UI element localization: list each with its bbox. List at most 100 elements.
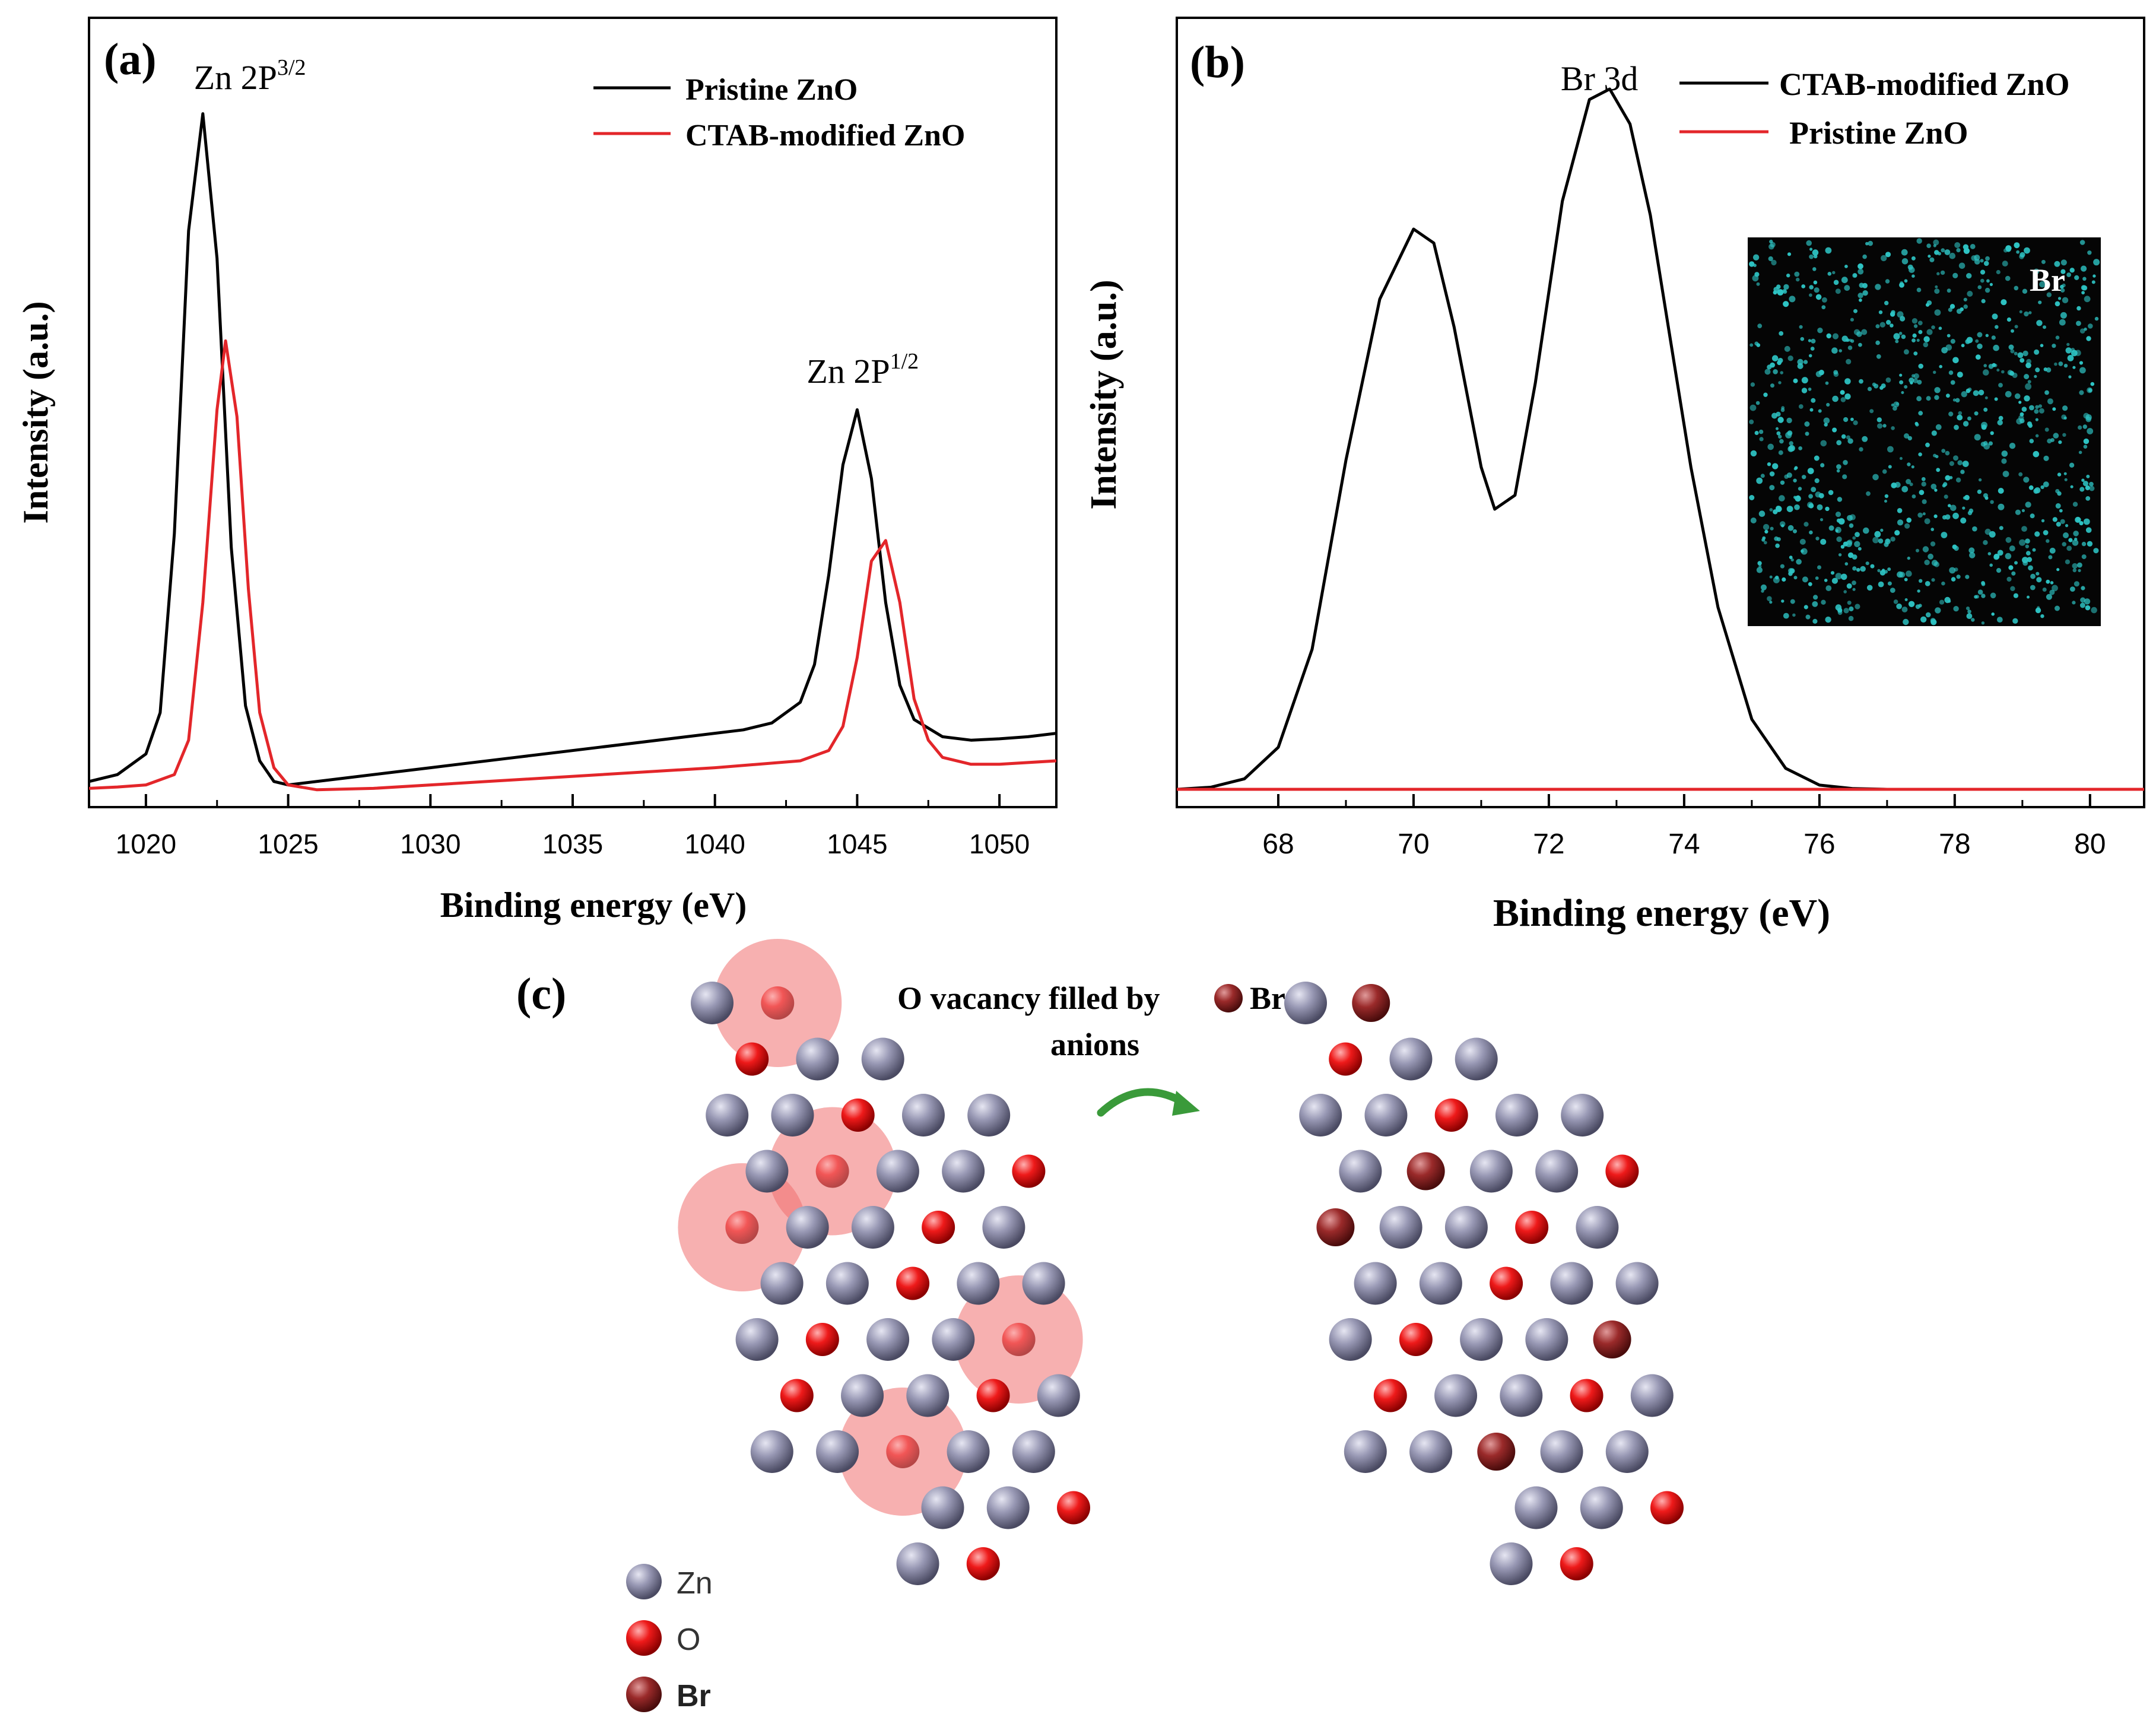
inset-dot xyxy=(1882,469,1887,474)
inset-dot xyxy=(1904,598,1908,601)
inset-dot xyxy=(2022,350,2028,357)
zn-atom xyxy=(967,1094,1011,1136)
o-atom xyxy=(735,1042,769,1076)
inset-dot xyxy=(2083,445,2088,449)
inset-dot xyxy=(1872,474,1879,481)
inset-dot xyxy=(1993,344,1999,351)
inset-dot xyxy=(2033,268,2040,275)
inset-dot xyxy=(2081,478,2085,482)
zn-atom xyxy=(745,1150,789,1193)
inset-dot xyxy=(1815,576,1819,580)
inset-dot xyxy=(1989,563,1993,567)
inset-dot xyxy=(1825,247,1832,254)
inset-dot xyxy=(1814,455,1820,461)
inset-dot xyxy=(1847,515,1853,521)
inset-dot xyxy=(1763,523,1770,531)
inset-dot xyxy=(1813,280,1818,285)
o-atom xyxy=(896,1266,930,1300)
annotation-base-text: Zn 2P xyxy=(194,58,277,97)
inset-dot xyxy=(2024,311,2029,317)
inset-dot xyxy=(1777,289,1784,296)
inset-dot xyxy=(2069,268,2075,273)
inset-dot xyxy=(1968,547,1975,554)
inset-dot xyxy=(1876,417,1882,423)
inset-dot xyxy=(2055,503,2061,509)
inset-dot xyxy=(2056,522,2061,527)
inset-dot xyxy=(1904,385,1908,389)
inset-dot xyxy=(1811,487,1817,493)
inset-dot xyxy=(1803,605,1808,609)
inset-dot xyxy=(2002,471,2009,477)
inset-dot xyxy=(2039,281,2046,288)
inset-dot xyxy=(1948,370,1954,375)
inset-dot xyxy=(1936,468,1941,472)
inset-dot xyxy=(2035,418,2038,421)
inset-dot xyxy=(1911,465,1914,469)
inset-dot xyxy=(1832,427,1837,433)
inset-dot xyxy=(1855,532,1860,537)
inset-dot xyxy=(1862,290,1868,296)
inset-dot xyxy=(1916,287,1922,293)
inset-dot xyxy=(1805,614,1811,620)
br-atom xyxy=(1352,984,1390,1022)
inset-dot xyxy=(1817,565,1821,570)
inset-dot xyxy=(2085,414,2092,421)
inset-dot xyxy=(1870,564,1875,569)
inset-dot xyxy=(1938,326,1942,330)
inset-dot xyxy=(1948,599,1951,603)
inset-dot xyxy=(1961,344,1965,348)
inset-dot xyxy=(2081,554,2087,560)
inset-dot xyxy=(1767,443,1774,450)
inset-dot xyxy=(2075,516,2081,523)
inset-dot xyxy=(1910,381,1913,385)
inset-dot xyxy=(1988,441,1993,446)
inset-dot xyxy=(2072,601,2076,605)
inset-dot xyxy=(1827,272,1832,276)
inset-dot xyxy=(1812,267,1817,271)
inset-dot xyxy=(2060,312,2067,319)
inset-dot xyxy=(2043,325,2046,329)
inset-dot xyxy=(1809,285,1814,290)
inset-dot xyxy=(1879,570,1886,576)
inset-dot xyxy=(1802,576,1808,583)
inset-dot xyxy=(2053,433,2059,439)
inset-dot xyxy=(2052,585,2058,592)
panel-b-xps-br3d: 68 70 72 74 76 78 80 (b) Br 3d CTAB-modified Z… xyxy=(1084,17,2145,935)
inset-dot xyxy=(1771,259,1777,266)
inset-dot xyxy=(2001,299,2007,306)
inset-dot xyxy=(1874,531,1881,538)
inset-dot xyxy=(1749,495,1755,500)
inset-dot xyxy=(1952,512,1959,519)
inset-dot xyxy=(1949,567,1956,574)
caption-line-2: anions xyxy=(1050,1027,1139,1062)
inset-dot xyxy=(1893,333,1900,340)
inset-dot xyxy=(2040,344,2044,347)
inset-dot xyxy=(1928,255,1931,258)
inset-dot xyxy=(1776,427,1779,430)
inset-dot xyxy=(1812,601,1818,607)
inset-dot xyxy=(1764,369,1771,375)
zn-atom xyxy=(1561,1094,1604,1136)
inset-dot xyxy=(2082,424,2087,429)
inset-dot xyxy=(1792,613,1796,617)
inset-dot xyxy=(2043,530,2049,535)
inset-dot xyxy=(1750,450,1757,457)
inset-dot xyxy=(2052,407,2056,411)
inset-dot xyxy=(1767,364,1772,370)
inset-dot xyxy=(1957,460,1963,465)
inset-dot xyxy=(1831,347,1838,354)
inset-dot xyxy=(2085,605,2091,611)
inset-dot xyxy=(1887,581,1892,586)
inset-dot xyxy=(1821,599,1826,605)
inset-dot xyxy=(2025,538,2030,544)
inset-dot xyxy=(1911,494,1916,499)
inset-dot xyxy=(1920,616,1927,623)
inset-dot xyxy=(1787,252,1792,256)
inset-dot xyxy=(1963,297,1967,301)
inset-dot xyxy=(1931,560,1938,566)
inset-dot xyxy=(2087,541,2093,547)
zn-atom xyxy=(786,1206,829,1249)
inset-dot xyxy=(1863,527,1869,534)
inset-dot xyxy=(1983,493,1988,498)
zn-atom xyxy=(1444,1206,1488,1249)
